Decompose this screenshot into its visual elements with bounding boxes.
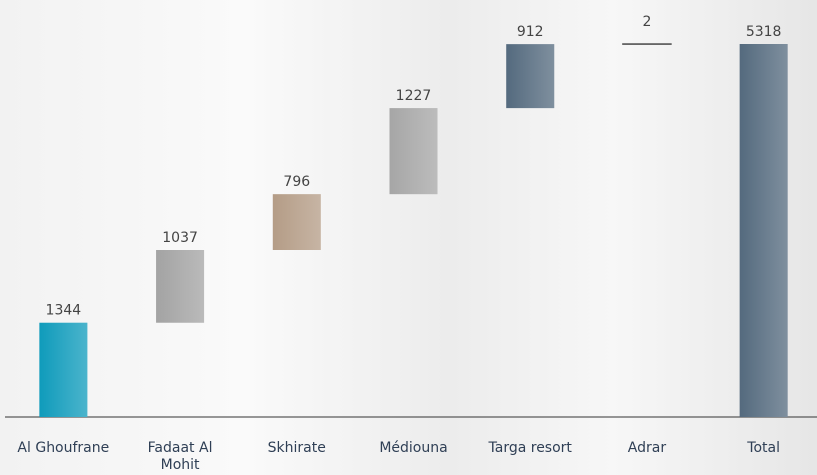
bar-shade — [39, 322, 88, 417]
bar-shade — [389, 108, 438, 195]
category-label: Fadaat Al Mohit — [147, 440, 213, 473]
bar-shade — [156, 249, 205, 323]
category-label: Targa resort — [488, 440, 572, 456]
category-label: Al Ghoufrane — [17, 440, 110, 456]
category-label: Médiouna — [379, 440, 448, 456]
category-label: Total — [747, 440, 780, 456]
value-label: 1344 — [46, 303, 82, 319]
bar-shade — [739, 44, 788, 417]
value-label: 1227 — [396, 88, 432, 104]
bar-shade — [272, 194, 321, 250]
category-label: Adrar — [627, 440, 667, 456]
category-label: Skhirate — [267, 440, 326, 456]
value-label: 2 — [642, 14, 651, 30]
value-label: 1037 — [162, 230, 198, 246]
value-label: 796 — [283, 174, 310, 190]
value-label: 912 — [517, 24, 544, 40]
bar-shade — [506, 44, 555, 109]
value-label: 5318 — [746, 24, 782, 40]
